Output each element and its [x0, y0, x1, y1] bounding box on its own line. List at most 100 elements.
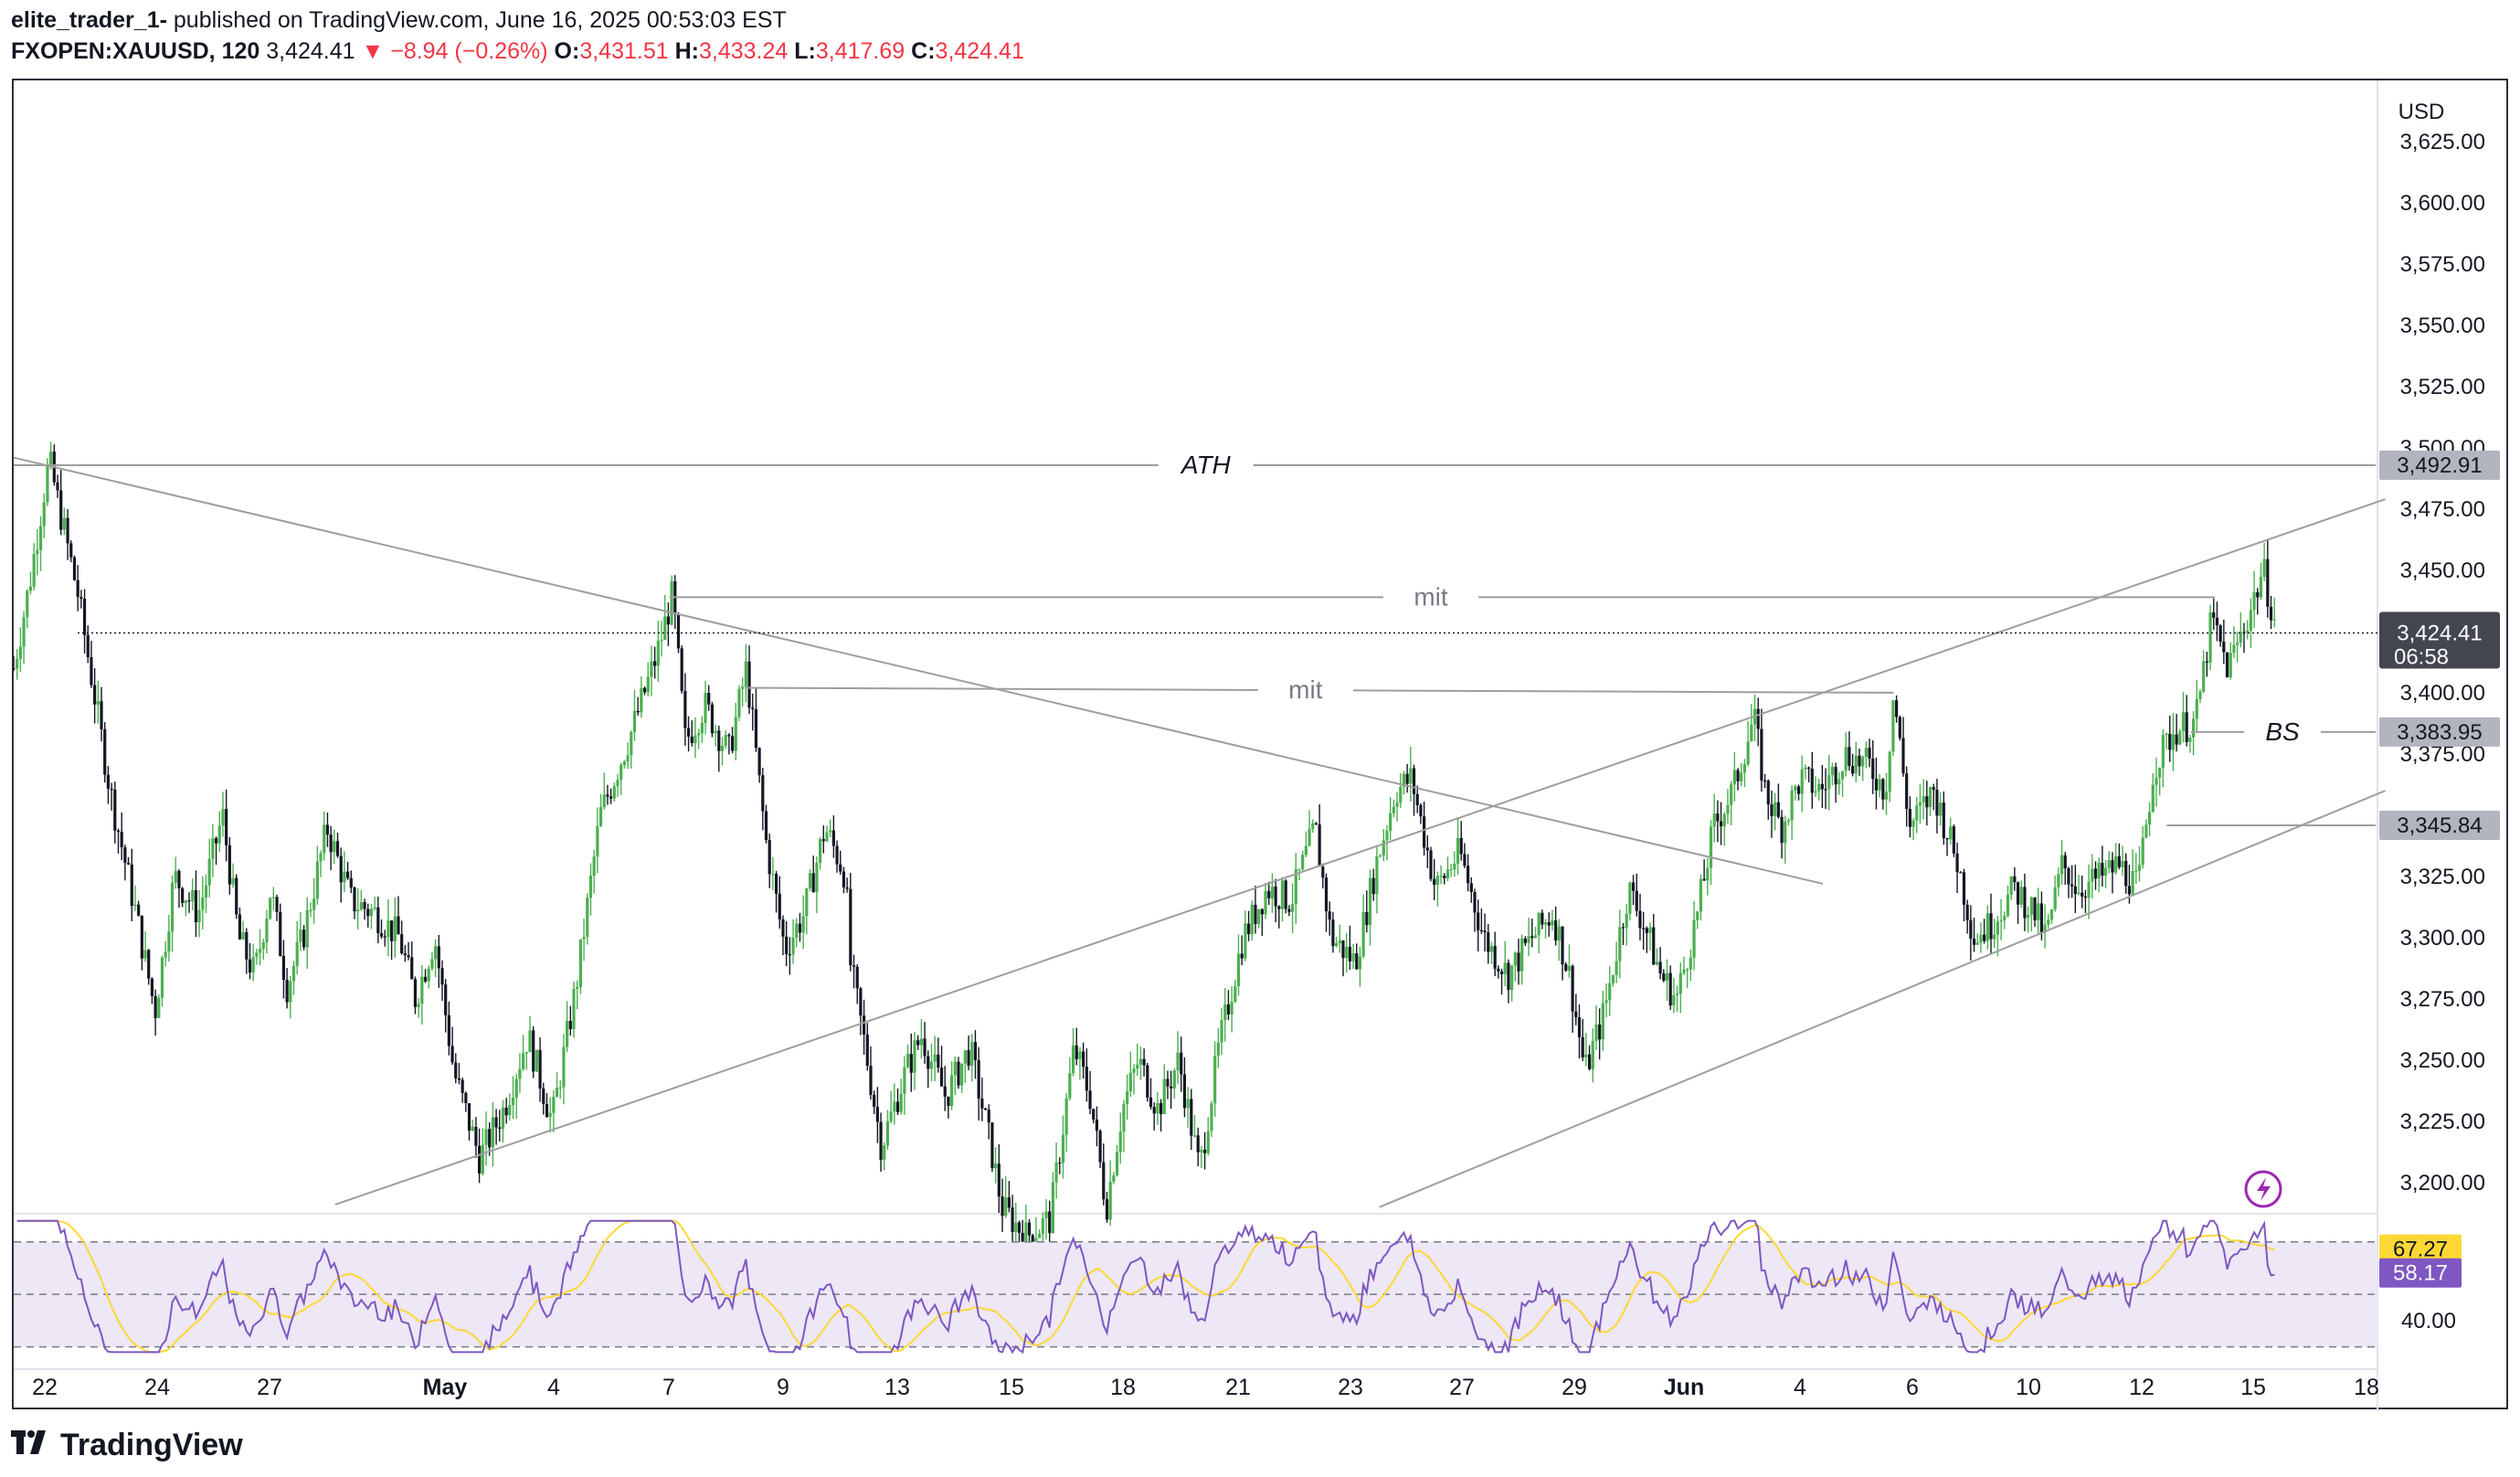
level-label: BS [2265, 717, 2300, 746]
high-label: H: [674, 38, 699, 64]
candle-up [1774, 802, 1777, 816]
candle-down [440, 968, 444, 985]
candle-down [467, 1102, 471, 1132]
candle-down [642, 687, 647, 693]
candle-up [2239, 632, 2242, 643]
candle-down [1260, 909, 1264, 915]
candle-down [1776, 802, 1780, 817]
candle-up [1750, 724, 1753, 742]
candle-up [1911, 820, 1915, 827]
candle-up [808, 873, 812, 889]
candle-down [1881, 779, 1885, 800]
candle-down [2070, 884, 2074, 887]
candle-up [1861, 757, 1865, 767]
lightning-icon[interactable] [2244, 1170, 2282, 1208]
candle-up [1054, 1162, 1058, 1183]
candle-up [697, 733, 701, 736]
down-arrow-icon: ▼ [361, 38, 385, 64]
candle-up [1854, 755, 1858, 774]
candle-down [86, 634, 90, 658]
candle-up [815, 862, 819, 893]
candle-down [1736, 770, 1740, 781]
candle-down [1031, 1235, 1034, 1246]
candle-down [1423, 816, 1426, 848]
candle-up [255, 952, 259, 958]
chart-frame[interactable] [12, 79, 2508, 1409]
level-line[interactable] [745, 686, 1258, 691]
candle-up [133, 904, 137, 907]
candle-down [653, 661, 657, 666]
candle-up [1186, 1099, 1190, 1109]
x-tick-label: 18 [1110, 1375, 1136, 1400]
candle-down [1969, 919, 1973, 939]
candle-down [1868, 748, 1871, 760]
candle-down [1908, 809, 1911, 827]
candle-down [1011, 1207, 1014, 1233]
candle-up [1236, 953, 1241, 987]
tradingview-brand[interactable]: TradingView [11, 1428, 243, 1463]
candle-down [488, 1129, 492, 1148]
candle-down [1365, 911, 1369, 926]
level-line[interactable] [1352, 689, 1894, 694]
candle-up [261, 941, 265, 950]
x-tick-label: 21 [1225, 1375, 1251, 1400]
candle-up [960, 1063, 964, 1086]
candle-up [2087, 881, 2091, 898]
candle-down [1371, 877, 1375, 895]
candle-down [478, 1145, 482, 1174]
candle-down [1780, 816, 1784, 844]
candle-down [757, 748, 761, 776]
candle-up [805, 888, 809, 917]
trend-line[interactable] [13, 456, 1824, 885]
candle-up [2006, 894, 2010, 917]
candle-down [1348, 946, 1351, 962]
candle-down [997, 1164, 1001, 1197]
candle-up [2121, 860, 2124, 867]
candle-down [1479, 930, 1483, 931]
candle-down [1945, 837, 1949, 840]
candle-up [1939, 802, 1943, 816]
candle-up [630, 732, 633, 756]
candle-down [1202, 1149, 1207, 1153]
candle-up [744, 661, 747, 687]
candle-down [1321, 866, 1325, 878]
candle-up [1136, 1064, 1139, 1069]
candle-up [295, 941, 299, 966]
candle-up [1543, 921, 1548, 925]
trend-line[interactable] [1379, 790, 2386, 1208]
price-badge-value: 3,383.95 [2397, 720, 2482, 745]
candle-down [1196, 1135, 1200, 1153]
trend-line[interactable] [334, 498, 2386, 1206]
candle-down [407, 955, 410, 958]
candle-down [423, 976, 428, 982]
candle-down [1497, 968, 1500, 972]
candle-down [1092, 1109, 1096, 1120]
candle-up [46, 464, 49, 503]
y-tick-label: 3,225.00 [2400, 1110, 2485, 1134]
candle-up [1503, 962, 1507, 974]
candle-down [1972, 938, 1976, 945]
candle-down [636, 710, 640, 713]
x-tick-label: 12 [2129, 1375, 2155, 1400]
candle-up [578, 939, 582, 988]
candle-up [1375, 855, 1379, 895]
candle-up [2091, 868, 2094, 882]
candles [12, 441, 2276, 1268]
candle-up [2097, 863, 2101, 879]
candle-up [2053, 887, 2057, 909]
candle-up [1706, 867, 1710, 881]
author-name[interactable]: elite_trader_1- [11, 7, 167, 33]
candle-up [524, 1052, 528, 1054]
candle-up [1746, 741, 1750, 765]
candle-up [386, 920, 390, 938]
candle-up [369, 909, 374, 917]
candle-down [329, 834, 333, 853]
candle-down [1287, 909, 1291, 912]
symbol-label[interactable]: FXOPEN:XAUUSD, 120 [11, 38, 260, 64]
candle-down [56, 482, 59, 491]
price-change: −8.94 (−0.26%) [390, 38, 548, 64]
candle-down [379, 933, 384, 937]
candle-up [1176, 1052, 1180, 1071]
candle-up [1740, 772, 1743, 781]
